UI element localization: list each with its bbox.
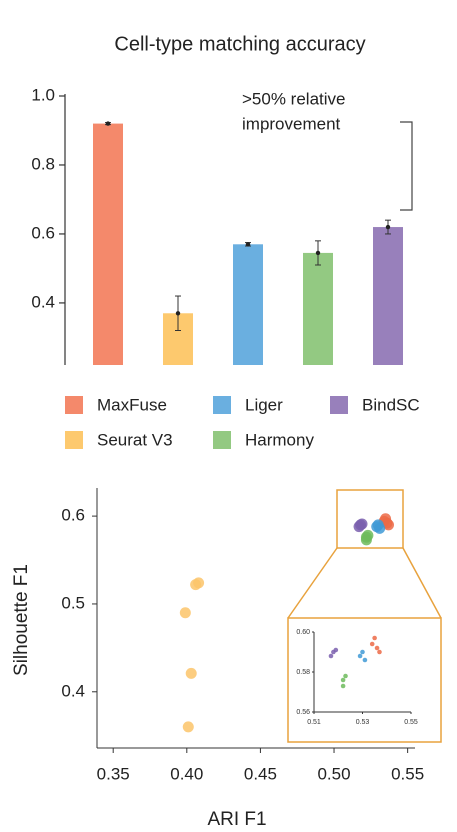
y-tick-label: 0.6 xyxy=(31,223,55,242)
chart-title: Cell-type matching accuracy xyxy=(114,33,365,55)
point xyxy=(185,667,197,679)
point xyxy=(362,657,368,663)
legend-label: Seurat V3 xyxy=(97,430,173,449)
point xyxy=(343,673,348,679)
bar xyxy=(93,123,123,365)
y-tick-label: 0.5 xyxy=(61,593,85,612)
y-tick-label: 0.8 xyxy=(31,154,55,173)
bar xyxy=(373,227,403,365)
point xyxy=(328,653,334,659)
x-axis-label: ARI F1 xyxy=(207,809,266,830)
x-tick-label: 0.35 xyxy=(97,764,130,783)
y-axis-label: Silhouette F1 xyxy=(11,564,32,676)
x-tick-label: 0.40 xyxy=(170,764,203,783)
point xyxy=(369,641,375,647)
legend-swatch xyxy=(213,396,231,414)
zoom-box xyxy=(336,489,404,549)
legend-label: BindSC xyxy=(362,395,420,414)
point xyxy=(340,683,346,689)
point xyxy=(353,521,365,533)
zoom-line xyxy=(287,547,338,619)
legend-label: Liger xyxy=(245,395,283,414)
annotation: improvement xyxy=(242,114,341,133)
legend-label: Harmony xyxy=(245,430,314,449)
point xyxy=(360,649,365,655)
point xyxy=(357,653,363,659)
point xyxy=(372,519,384,531)
mean-dot xyxy=(385,224,391,230)
legend-swatch xyxy=(65,396,83,414)
point xyxy=(179,607,191,619)
x-tick-label: 0.45 xyxy=(244,764,277,783)
y-tick-label: 0.60 xyxy=(296,629,310,636)
x-tick-label: 0.55 xyxy=(404,719,418,726)
annotation: >50% relative xyxy=(242,89,345,108)
legend-swatch xyxy=(213,431,231,449)
mean-dot xyxy=(105,121,111,126)
y-tick-label: 0.4 xyxy=(61,681,85,700)
y-tick-label: 0.4 xyxy=(31,292,55,311)
point xyxy=(362,529,374,541)
x-tick-label: 0.50 xyxy=(317,764,350,783)
zoom-line xyxy=(402,547,442,619)
bar xyxy=(303,252,333,365)
x-tick-label: 0.53 xyxy=(356,719,370,726)
point xyxy=(383,519,394,531)
point xyxy=(377,649,382,655)
legend-swatch xyxy=(65,431,83,449)
point xyxy=(182,721,194,733)
legend-label: MaxFuse xyxy=(97,395,167,414)
bar xyxy=(233,244,263,365)
y-tick-label: 1.0 xyxy=(31,85,55,104)
y-tick-label: 0.58 xyxy=(296,669,310,676)
y-tick-label: 0.56 xyxy=(296,709,310,716)
mean-dot xyxy=(315,250,321,256)
mean-dot xyxy=(245,242,251,247)
point xyxy=(333,647,339,653)
legend-swatch xyxy=(330,396,348,414)
x-tick-label: 0.55 xyxy=(391,764,424,783)
point xyxy=(374,645,380,651)
point xyxy=(340,677,346,683)
y-tick-label: 0.6 xyxy=(61,506,85,525)
bracket xyxy=(400,121,413,211)
point xyxy=(372,635,377,641)
x-tick-label: 0.51 xyxy=(307,719,321,726)
mean-dot xyxy=(175,311,181,316)
point xyxy=(190,579,202,591)
